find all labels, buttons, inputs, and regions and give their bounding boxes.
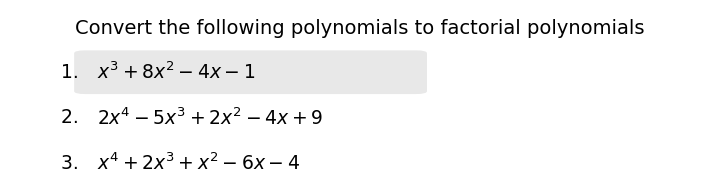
Text: $2x^4 - 5x^3 + 2x^2 - 4x + 9$: $2x^4 - 5x^3 + 2x^2 - 4x + 9$ (97, 107, 323, 129)
Text: 2.: 2. (61, 108, 97, 127)
Text: Convert the following polynomials to factorial polynomials: Convert the following polynomials to fac… (76, 19, 644, 38)
Text: 1.: 1. (61, 63, 97, 82)
FancyBboxPatch shape (74, 50, 427, 94)
Text: $x^3 + 8x^2 - 4x - 1$: $x^3 + 8x^2 - 4x - 1$ (97, 61, 256, 83)
Text: $x^4 + 2x^3 + x^2 - 6x - 4$: $x^4 + 2x^3 + x^2 - 6x - 4$ (97, 153, 300, 174)
Text: 3.: 3. (61, 154, 97, 173)
